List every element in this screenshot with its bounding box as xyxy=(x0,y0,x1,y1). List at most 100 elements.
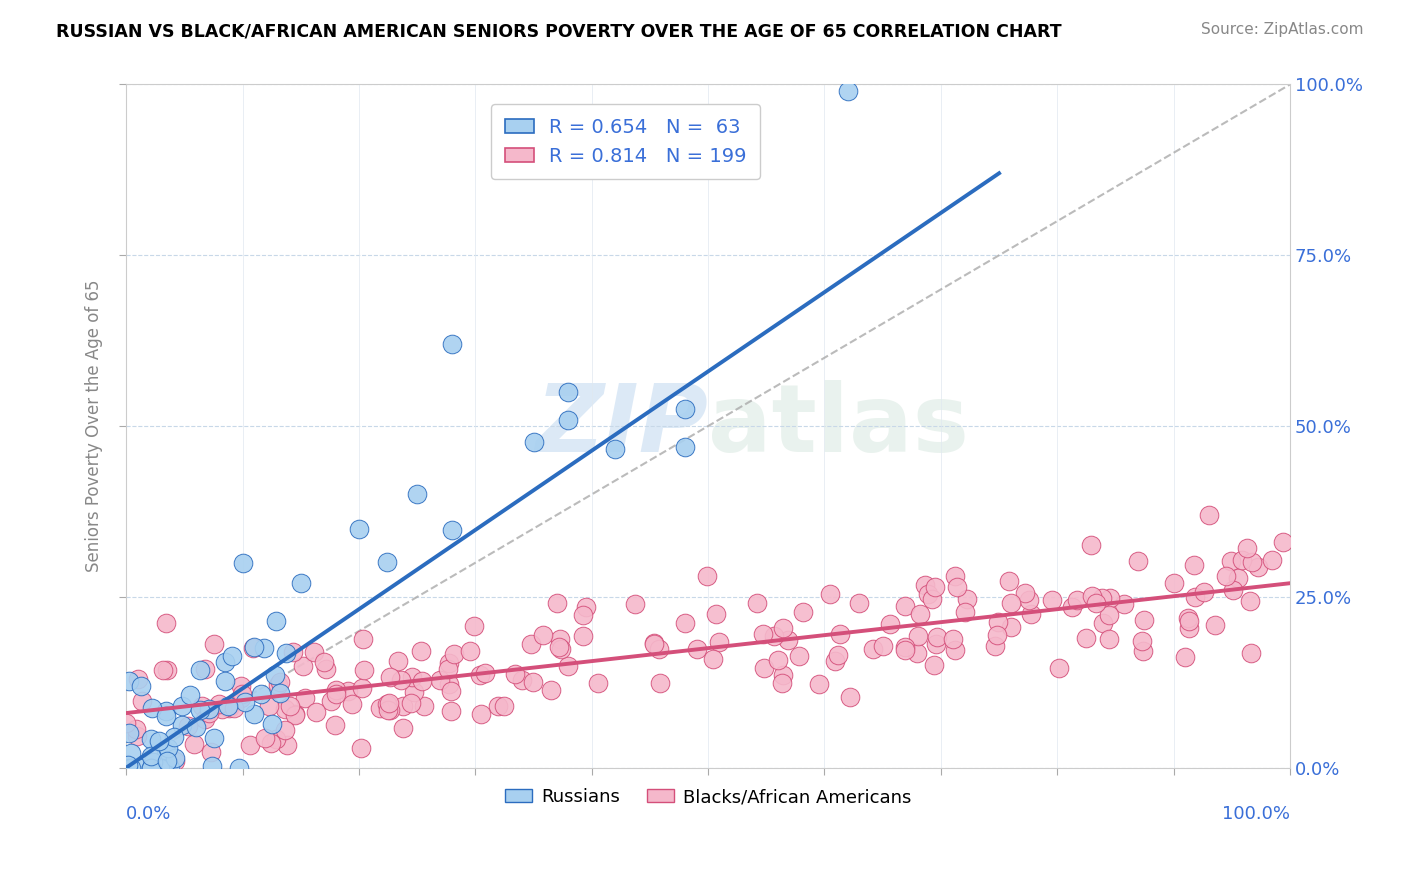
Point xyxy=(401,670,423,684)
Point xyxy=(191,698,214,713)
Point xyxy=(827,648,849,662)
Point xyxy=(1236,541,1258,555)
Point xyxy=(115,716,138,731)
Point xyxy=(284,707,307,722)
Point xyxy=(1215,568,1237,582)
Point xyxy=(1085,596,1108,610)
Point xyxy=(766,652,789,666)
Point xyxy=(824,654,846,668)
Point xyxy=(1080,590,1102,604)
Point xyxy=(1232,553,1254,567)
Point xyxy=(830,627,852,641)
Point xyxy=(368,701,391,715)
Point xyxy=(233,695,256,709)
Point xyxy=(125,722,148,736)
Point xyxy=(155,704,177,718)
Point xyxy=(460,644,482,658)
Point xyxy=(274,723,297,737)
Point xyxy=(402,685,425,699)
Point xyxy=(148,734,170,748)
Point xyxy=(603,442,626,456)
Point xyxy=(1000,620,1022,634)
Point xyxy=(1080,538,1102,552)
Point xyxy=(284,708,307,723)
Point xyxy=(274,646,297,660)
Point xyxy=(1204,618,1226,632)
Point xyxy=(239,738,262,752)
Point xyxy=(157,741,180,756)
Point xyxy=(925,630,948,644)
Point xyxy=(204,731,226,746)
Point xyxy=(772,621,794,635)
Point xyxy=(200,745,222,759)
Point xyxy=(441,337,464,351)
Point xyxy=(745,596,768,610)
Point xyxy=(998,574,1021,588)
Point xyxy=(198,702,221,716)
Point xyxy=(139,748,162,763)
Point xyxy=(946,580,969,594)
Point xyxy=(1261,553,1284,567)
Point xyxy=(352,632,374,646)
Point xyxy=(253,640,276,655)
Point xyxy=(702,652,724,666)
Point xyxy=(118,761,141,775)
Point xyxy=(921,592,943,607)
Point xyxy=(150,761,173,775)
Point xyxy=(352,681,374,695)
Point xyxy=(152,663,174,677)
Point xyxy=(159,761,181,775)
Point xyxy=(290,576,312,591)
Point xyxy=(128,761,150,775)
Point xyxy=(260,716,283,731)
Point xyxy=(264,614,287,628)
Point xyxy=(155,615,177,630)
Point xyxy=(129,679,152,693)
Point xyxy=(914,578,936,592)
Point xyxy=(557,412,579,426)
Point xyxy=(183,737,205,751)
Point xyxy=(278,698,301,713)
Point xyxy=(924,581,946,595)
Point xyxy=(492,699,515,714)
Point xyxy=(441,523,464,537)
Point xyxy=(908,607,931,621)
Point xyxy=(1018,592,1040,607)
Point xyxy=(943,569,966,583)
Point xyxy=(437,677,460,691)
Point xyxy=(468,668,491,682)
Point xyxy=(242,706,264,721)
Point xyxy=(429,673,451,687)
Point xyxy=(214,655,236,669)
Point xyxy=(486,699,509,714)
Point xyxy=(406,487,429,501)
Point xyxy=(673,615,696,630)
Point xyxy=(242,641,264,656)
Point xyxy=(1178,621,1201,635)
Point xyxy=(375,697,398,711)
Point xyxy=(1014,585,1036,599)
Point xyxy=(586,676,609,690)
Point xyxy=(302,645,325,659)
Point xyxy=(221,648,243,663)
Point xyxy=(177,718,200,732)
Point xyxy=(399,696,422,710)
Point xyxy=(267,678,290,692)
Point xyxy=(763,629,786,643)
Point xyxy=(1092,616,1115,631)
Point xyxy=(503,666,526,681)
Point xyxy=(953,605,976,619)
Point xyxy=(575,600,598,615)
Text: ZIP: ZIP xyxy=(536,380,709,472)
Point xyxy=(391,721,413,735)
Point xyxy=(1130,634,1153,648)
Point xyxy=(291,658,314,673)
Point xyxy=(510,673,533,687)
Point xyxy=(1222,582,1244,597)
Text: RUSSIAN VS BLACK/AFRICAN AMERICAN SENIORS POVERTY OVER THE AGE OF 65 CORRELATION: RUSSIAN VS BLACK/AFRICAN AMERICAN SENIOR… xyxy=(56,22,1062,40)
Point xyxy=(1091,591,1114,605)
Point xyxy=(121,746,143,760)
Point xyxy=(127,672,149,686)
Point xyxy=(1247,559,1270,574)
Point xyxy=(643,637,665,651)
